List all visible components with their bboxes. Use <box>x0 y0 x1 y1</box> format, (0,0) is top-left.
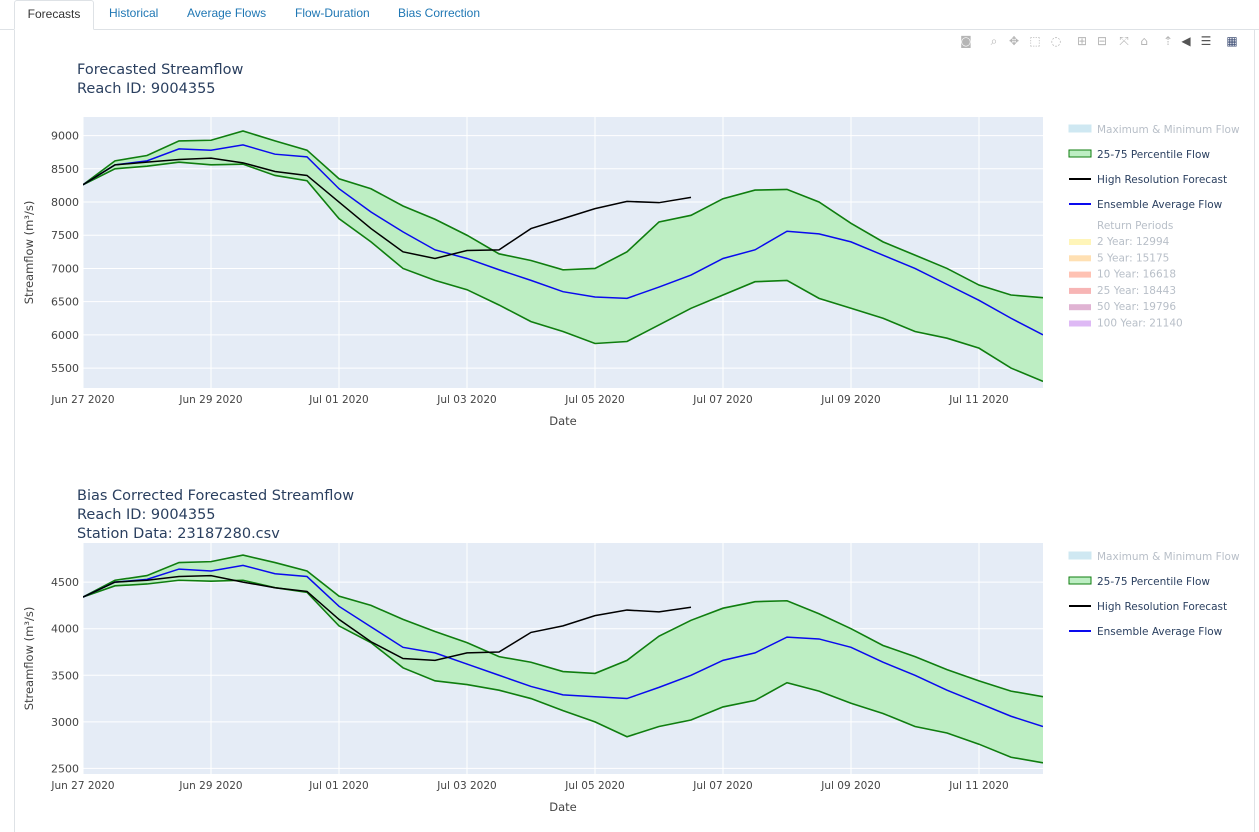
hover-compare-icon[interactable]: ☰ <box>1200 34 1212 48</box>
legend-swatch <box>1068 576 1092 585</box>
autoscale-icon[interactable]: ⤧ <box>1119 34 1129 48</box>
x-tick-label: Jul 05 2020 <box>564 780 624 792</box>
legend-swatch <box>1068 551 1092 560</box>
x-tick-label: Jul 03 2020 <box>436 394 496 406</box>
chart-subtitle: Reach ID: 9004355 <box>77 81 216 97</box>
y-axis-label: Streamflow (m³/s) <box>22 201 36 305</box>
ensemble-average-line <box>83 564 1043 728</box>
y-tick-label: 4500 <box>51 576 79 589</box>
x-axis-label: Date <box>549 414 577 428</box>
y-tick-label: 3000 <box>51 716 79 729</box>
tab-bar: Forecasts Historical Average Flows Flow-… <box>0 0 1259 30</box>
percentile-band-fill <box>83 555 1043 763</box>
ensemble-average-line <box>83 144 1043 336</box>
chart-title: Forecasted Streamflow <box>77 62 244 78</box>
legend-entry: High Resolution Forecast <box>1097 601 1227 613</box>
chart-subtitle: Reach ID: 9004355 <box>77 507 216 523</box>
x-tick-label: Jun 27 2020 <box>50 780 114 792</box>
chart-subtitle-station: Station Data: 23187280.csv <box>77 526 280 542</box>
box-select-icon[interactable]: ⬚ <box>1029 34 1041 48</box>
return-period-entry: 5 Year: 15175 <box>1097 252 1169 264</box>
x-tick-label: Jul 07 2020 <box>692 394 752 406</box>
return-period-entry: 10 Year: 16618 <box>1097 269 1176 281</box>
y-tick-label: 9000 <box>51 130 79 143</box>
forecast-panel <box>14 30 1255 832</box>
legend-entry: Maximum & Minimum Flow <box>1097 551 1240 563</box>
legend-entry: 25-75 Percentile Flow <box>1097 149 1210 161</box>
x-axis-label: Date <box>549 800 577 814</box>
return-period-swatch <box>1069 320 1091 327</box>
return-periods-title: Return Periods <box>1097 220 1173 232</box>
y-tick-label: 4000 <box>51 623 79 636</box>
plotly-logo-icon[interactable]: ▦ <box>1226 34 1238 48</box>
tab-bias-correction[interactable]: Bias Correction <box>398 6 481 20</box>
hover-closest-icon[interactable]: ◀ <box>1181 34 1191 48</box>
return-period-entry: 100 Year: 21140 <box>1097 318 1183 330</box>
return-period-swatch <box>1069 304 1091 311</box>
y-tick-label: 2500 <box>51 762 79 775</box>
zoom-icon[interactable]: ⌕ <box>990 34 998 48</box>
x-tick-label: Jul 07 2020 <box>692 780 752 792</box>
plot-traces <box>83 130 1043 383</box>
x-tick-label: Jul 11 2020 <box>948 394 1008 406</box>
percentile-25-line <box>83 161 1043 383</box>
y-tick-label: 5500 <box>51 362 79 375</box>
zoom-in-icon[interactable]: ⊞ <box>1076 34 1088 48</box>
return-period-entry: 2 Year: 12994 <box>1097 236 1170 248</box>
bias-corrected-chart: Bias Corrected Forecasted Streamflow Reac… <box>22 488 1240 814</box>
x-tick-label: Jul 09 2020 <box>820 780 880 792</box>
percentile-75-line <box>83 554 1043 698</box>
legend-entry: Maximum & Minimum Flow <box>1097 124 1240 136</box>
x-tick-label: Jun 29 2020 <box>178 394 242 406</box>
chart-title: Bias Corrected Forecasted Streamflow <box>77 488 354 504</box>
tab-historical[interactable]: Historical <box>109 6 159 20</box>
x-tick-label: Jul 03 2020 <box>436 780 496 792</box>
x-tick-label: Jul 09 2020 <box>820 394 880 406</box>
percentile-75-line <box>83 130 1043 299</box>
reset-axes-icon[interactable]: ⌂ <box>1140 34 1148 48</box>
tab-average-flows[interactable]: Average Flows <box>187 6 267 20</box>
legend-entry: Ensemble Average Flow <box>1097 626 1223 638</box>
x-tick-label: Jul 01 2020 <box>308 780 368 792</box>
legend-swatch <box>1068 124 1092 133</box>
zoom-out-icon[interactable]: ⊟ <box>1096 34 1108 48</box>
camera-icon[interactable]: ◙ <box>960 34 972 48</box>
pan-icon[interactable]: ✥ <box>1008 34 1020 48</box>
forecast-chart: Forecasted Streamflow Reach ID: 9004355 55… <box>22 62 1240 428</box>
x-tick-label: Jun 29 2020 <box>178 780 242 792</box>
plot-traces <box>83 554 1043 764</box>
legend-entry: Ensemble Average Flow <box>1097 199 1223 211</box>
y-tick-label: 3500 <box>51 669 79 682</box>
high-resolution-line <box>83 157 692 260</box>
return-period-swatch <box>1069 239 1091 245</box>
return-period-swatch <box>1069 255 1091 262</box>
return-period-entry: 25 Year: 18443 <box>1097 285 1176 297</box>
x-tick-label: Jul 05 2020 <box>564 394 624 406</box>
y-tick-label: 8000 <box>51 196 79 209</box>
y-tick-label: 6000 <box>51 329 79 342</box>
x-tick-label: Jun 27 2020 <box>50 394 114 406</box>
x-tick-label: Jul 01 2020 <box>308 394 368 406</box>
legend-entry: 25-75 Percentile Flow <box>1097 576 1210 588</box>
x-tick-label: Jul 11 2020 <box>948 780 1008 792</box>
return-period-swatch <box>1069 287 1091 294</box>
tab-forecasts[interactable]: Forecasts <box>14 0 94 30</box>
lasso-select-icon[interactable]: ◌ <box>1050 34 1062 48</box>
percentile-25-line <box>83 579 1043 764</box>
tab-flow-duration[interactable]: Flow-Duration <box>295 6 370 20</box>
high-resolution-line <box>83 574 692 662</box>
spike-lines-icon[interactable]: ⇡ <box>1162 34 1174 48</box>
y-tick-label: 7000 <box>51 262 79 275</box>
y-tick-label: 8500 <box>51 163 79 176</box>
y-tick-label: 6500 <box>51 296 79 309</box>
y-axis-label: Streamflow (m³/s) <box>22 607 36 711</box>
return-period-entry: 50 Year: 19796 <box>1097 301 1176 313</box>
return-period-swatch <box>1069 271 1091 278</box>
legend-entry: High Resolution Forecast <box>1097 174 1227 186</box>
percentile-band-fill <box>83 130 1043 382</box>
legend-swatch <box>1068 149 1092 158</box>
y-tick-label: 7500 <box>51 229 79 242</box>
